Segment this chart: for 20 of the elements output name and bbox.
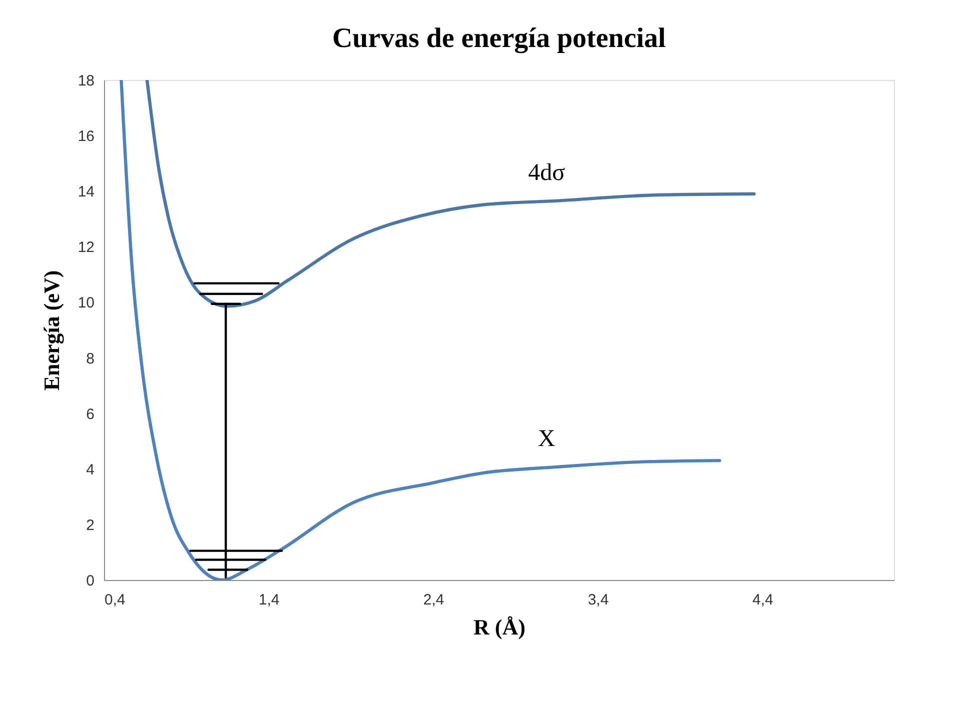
y-tick-label: 6 [86,406,94,423]
y-tick-label: 2 [86,516,94,534]
y-tick-label: 8 [86,350,94,368]
y-tick-label: 4 [86,461,94,478]
y-tick-label: 0 [86,572,94,590]
x-tick-label: 0,4 [104,592,126,608]
x-tick-label: 1,4 [258,592,280,608]
y-tick-label: 18 [78,72,94,90]
series-label: X [538,426,556,452]
series-label: 4dσ [528,160,566,186]
y-axis-title: Energía (eV) [38,270,64,391]
x-tick-label: 3,4 [588,592,609,608]
y-tick-label: 10 [78,294,94,312]
chart-title: Curvas de energía potencial [332,23,666,54]
x-tick-label: 2,4 [423,592,444,608]
y-tick-label: 16 [78,128,94,146]
y-tick-label: 12 [78,239,94,256]
y-tick-label: 14 [78,184,94,201]
x-tick-label: 4,4 [752,592,774,608]
x-axis-title: R (Å) [474,614,526,640]
